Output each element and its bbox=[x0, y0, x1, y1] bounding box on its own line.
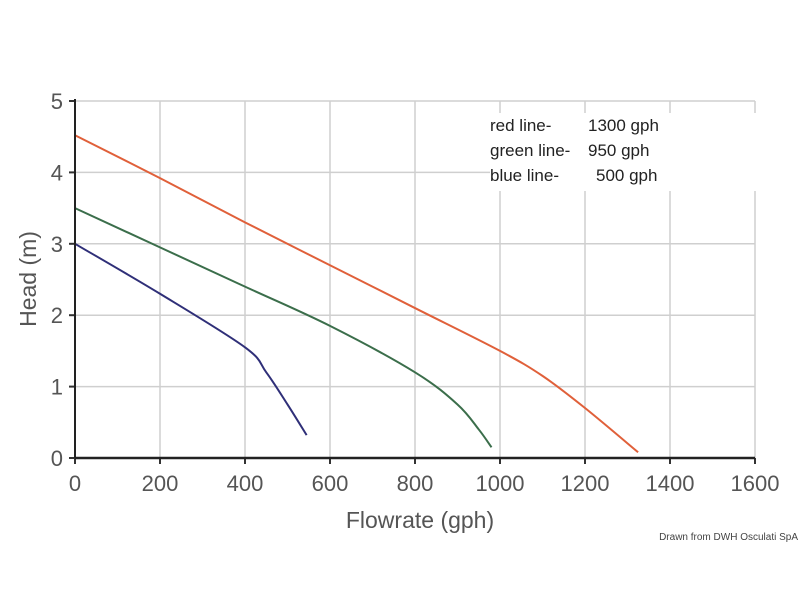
x-axis-label: Flowrate (gph) bbox=[346, 507, 494, 533]
legend-label: blue line- bbox=[490, 166, 559, 185]
legend-item-red: red line- 1300 gph bbox=[490, 113, 770, 138]
x-tick-label: 600 bbox=[312, 471, 349, 496]
x-tick-label: 1000 bbox=[476, 471, 525, 496]
series-lines bbox=[74, 134, 639, 454]
legend-value: 1300 gph bbox=[588, 116, 659, 135]
legend-label: red line- bbox=[490, 116, 552, 135]
legend-value: 950 gph bbox=[588, 141, 650, 160]
x-tick-label: 0 bbox=[69, 471, 81, 496]
y-tick-label: 5 bbox=[51, 89, 63, 114]
y-tick-label: 4 bbox=[51, 160, 63, 185]
legend-value: 500 gph bbox=[596, 166, 658, 185]
y-tick-label: 0 bbox=[51, 446, 63, 471]
y-tick-label: 1 bbox=[51, 375, 63, 400]
series-blue-line bbox=[74, 242, 308, 436]
x-tick-label: 200 bbox=[142, 471, 179, 496]
x-tick-label: 1400 bbox=[646, 471, 695, 496]
legend: red line- 1300 gph green line- 950 gph blu… bbox=[490, 113, 770, 191]
y-tick-label: 2 bbox=[51, 303, 63, 328]
x-tick-label: 1200 bbox=[561, 471, 610, 496]
y-axis-label: Head (m) bbox=[15, 231, 41, 327]
x-tick-label: 800 bbox=[397, 471, 434, 496]
series-red-line bbox=[74, 134, 639, 454]
credit: Drawn from DWH Osculati SpA bbox=[659, 532, 798, 543]
legend-item-blue: blue line- 500 gph bbox=[490, 163, 770, 188]
legend-item-green: green line- 950 gph bbox=[490, 138, 770, 163]
y-tick-label: 3 bbox=[51, 232, 63, 257]
axes: 0 200 400 600 800 1000 1200 1400 1600 0 1 2 3 4 5 bbox=[51, 89, 780, 496]
x-tick-label: 1600 bbox=[731, 471, 780, 496]
legend-label: green line- bbox=[490, 141, 571, 160]
series-green-line bbox=[74, 207, 493, 448]
x-tick-label: 400 bbox=[227, 471, 264, 496]
